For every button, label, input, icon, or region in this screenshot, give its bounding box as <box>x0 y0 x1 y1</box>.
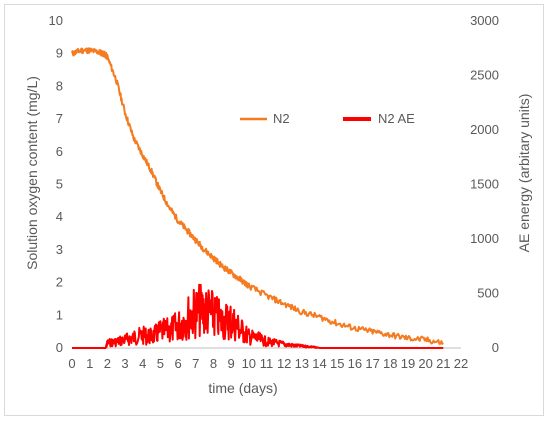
x-tick-label: 20 <box>418 356 432 371</box>
y-right-tick-label: 3000 <box>470 13 499 28</box>
x-tick-label: 0 <box>68 356 75 371</box>
x-tick-label: 16 <box>348 356 362 371</box>
axes-layer: 0 1 2 3 4 5 6 7 8 9 10 11 12 13 14 15 16 17 18 19 20 21 220123… <box>49 13 499 371</box>
x-tick-label: 18 <box>383 356 397 371</box>
y-left-tick-label: 2 <box>56 275 63 290</box>
y-left-tick-label: 0 <box>56 340 63 355</box>
chart-frame: 0 1 2 3 4 5 6 7 8 9 10 11 12 13 14 15 16 17 18 19 20 21 22 0 1 2 3… <box>4 4 544 416</box>
x-axis-label: time (days) <box>208 380 277 396</box>
x-tick-label: 9 <box>228 356 235 371</box>
x-tick-label: 12 <box>277 356 291 371</box>
y-right-tick-label: 500 <box>477 286 499 301</box>
x-tick-label: 21 <box>436 356 450 371</box>
y-left-tick-label: 10 <box>49 13 63 28</box>
chart-svg: 0 1 2 3 4 5 6 7 8 9 10 11 12 13 14 15 16 17 18 19 20 21 220123… <box>24 13 532 396</box>
x-tick-label: 19 <box>401 356 415 371</box>
x-tick-label: 14 <box>312 356 326 371</box>
y-axis-label-left: Solution oxygen content (mg/L) <box>24 76 40 270</box>
x-tick-label: 5 <box>157 356 164 371</box>
x-tick-label: 2 <box>104 356 111 371</box>
legend: N2 N2 AE <box>240 111 415 126</box>
y-right-tick-label: 2500 <box>470 68 499 83</box>
y-left-tick-label: 7 <box>56 111 63 126</box>
x-tick-label: 1 <box>86 356 93 371</box>
y-left-tick-label: 1 <box>56 307 63 322</box>
y-right-tick-label: 0 <box>492 340 499 355</box>
y-left-tick-label: 5 <box>56 177 63 192</box>
y-right-tick-label: 2000 <box>470 122 499 137</box>
legend-label-ae: N2 AE <box>378 111 415 126</box>
x-tick-label: 4 <box>139 356 146 371</box>
x-tick-label: 10 <box>242 356 256 371</box>
x-tick-label: 8 <box>210 356 217 371</box>
legend-label-n2: N2 <box>273 111 290 126</box>
x-tick-label: 6 <box>174 356 181 371</box>
series-layer <box>71 47 444 349</box>
y-right-tick-label: 1500 <box>470 177 499 192</box>
x-tick-label: 17 <box>365 356 379 371</box>
y-axis-label-right: AE energy (arbitary units) <box>516 94 532 253</box>
y-left-tick-label: 4 <box>56 209 63 224</box>
series-line-n2 <box>71 47 444 345</box>
y-left-tick-label: 8 <box>56 78 63 93</box>
x-tick-label: 15 <box>330 356 344 371</box>
y-right-tick-label: 1000 <box>470 231 499 246</box>
x-tick-label: 22 <box>454 356 468 371</box>
y-left-tick-label: 9 <box>56 46 63 61</box>
x-tick-label: 13 <box>295 356 309 371</box>
x-tick-label: 3 <box>121 356 128 371</box>
y-left-tick-label: 6 <box>56 144 63 159</box>
x-tick-label: 7 <box>192 356 199 371</box>
y-left-tick-label: 3 <box>56 242 63 257</box>
x-tick-label: 11 <box>260 356 274 371</box>
series-line-n2-ae <box>72 283 444 349</box>
